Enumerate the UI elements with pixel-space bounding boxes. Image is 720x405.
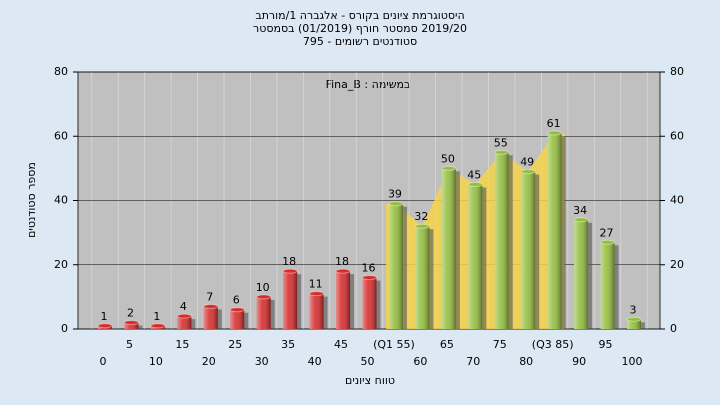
bar-shade	[177, 316, 192, 329]
bar-shade	[388, 203, 403, 329]
x-tick-label: 90	[572, 355, 586, 368]
value-label: 1	[153, 310, 160, 323]
x-tick-label: 50	[361, 355, 375, 368]
y-tick-label: 20	[54, 258, 68, 271]
x-axis-label: טווח ציונים	[345, 374, 395, 387]
x-tick-label: 0	[100, 355, 107, 368]
y2-tick-label: 40	[670, 194, 684, 207]
value-label: 34	[573, 204, 587, 217]
x-tick-label: 60	[413, 355, 427, 368]
y-tick-label: 40	[54, 194, 68, 207]
y2-tick-label: 0	[670, 322, 677, 335]
value-label: 45	[467, 168, 481, 181]
annotation: במשימה : Fina_B	[326, 78, 411, 91]
value-label: 49	[520, 156, 534, 169]
bar-cap	[335, 268, 351, 274]
value-label: 61	[547, 117, 561, 130]
bar-cap	[150, 323, 166, 329]
value-label: 2	[127, 307, 134, 320]
x-tick-label: 25	[228, 338, 242, 351]
bar-cap	[414, 223, 430, 229]
subtitle: 2019/20 סמסטר חורף (01/2019) בסמסטר	[253, 22, 467, 35]
bar-cap	[97, 323, 113, 329]
value-label: 4	[180, 300, 187, 313]
x-tick-label: 80	[519, 355, 533, 368]
x-tick-label: 95	[599, 338, 613, 351]
bar-shade	[230, 309, 245, 329]
value-label: 18	[335, 255, 349, 268]
bar-shade	[362, 277, 377, 329]
y-tick-label: 0	[61, 322, 68, 335]
bar-cap	[256, 294, 272, 300]
value-label: 7	[206, 291, 213, 304]
chart-title: היסטוגרמת ציונים בקורס - אלגברה 1/מורתב	[255, 9, 464, 22]
bar-shade	[256, 296, 271, 329]
bar-shade	[309, 293, 324, 329]
value-label: 50	[441, 152, 455, 165]
bar-cap	[388, 201, 404, 207]
x-tick-label: 45	[334, 338, 348, 351]
x-tick-label: 100	[622, 355, 643, 368]
bar-shade	[468, 184, 483, 329]
bar-cap	[309, 291, 325, 297]
x-tick-label: 70	[466, 355, 480, 368]
bar-shade	[336, 271, 351, 329]
x-tick-label: 40	[308, 355, 322, 368]
bar-shade	[627, 319, 641, 329]
value-label: 6	[233, 294, 240, 307]
bar-shade	[283, 271, 298, 329]
x-tick-label: (Q3 85)	[532, 338, 574, 351]
bar-cap	[494, 149, 510, 155]
value-label: 39	[388, 188, 402, 201]
bar-shade	[521, 171, 536, 329]
y2-tick-label: 20	[670, 258, 684, 271]
value-label: 18	[282, 255, 296, 268]
value-label: 27	[600, 226, 614, 239]
x-tick-label: 5	[126, 338, 133, 351]
bar-cap	[600, 239, 616, 245]
x-tick-label: 10	[149, 355, 163, 368]
bar-shade	[600, 242, 615, 329]
bar-cap	[362, 275, 377, 281]
bar-cap	[547, 130, 563, 136]
subtitle: סטודנטים רשומים - 795	[303, 35, 417, 48]
value-label: 16	[362, 262, 376, 275]
bar-shade	[494, 152, 509, 329]
value-label: 1	[101, 310, 108, 323]
bar-cap	[203, 304, 219, 310]
bar-shade	[441, 168, 456, 329]
bar-cap	[467, 181, 483, 187]
bar-cap	[626, 316, 642, 322]
value-label: 11	[309, 278, 323, 291]
y-axis-label: מספר סטודנטים	[25, 162, 38, 238]
y2-tick-label: 80	[670, 65, 684, 78]
x-tick-label: 35	[281, 338, 295, 351]
bar-shade	[547, 133, 562, 329]
bar-shade	[415, 226, 430, 329]
bar-cap	[282, 268, 298, 274]
x-tick-label: 20	[202, 355, 216, 368]
bar-cap	[520, 169, 536, 175]
value-label: 3	[630, 303, 637, 316]
value-label: 10	[256, 281, 270, 294]
bar-cap	[229, 307, 245, 313]
bar-cap	[573, 217, 589, 223]
value-label: 55	[494, 136, 508, 149]
x-tick-label: 75	[493, 338, 507, 351]
bar-cap	[441, 165, 457, 171]
x-tick-label: 30	[255, 355, 269, 368]
y-tick-label: 80	[54, 65, 68, 78]
y2-tick-label: 60	[670, 129, 684, 142]
x-tick-label: 15	[175, 338, 189, 351]
y-tick-label: 60	[54, 129, 68, 142]
bar-shade	[124, 322, 139, 329]
value-label: 32	[414, 210, 428, 223]
x-tick-label: (Q1 55)	[373, 338, 415, 351]
bar-shade	[574, 219, 589, 329]
x-tick-label: 65	[440, 338, 454, 351]
bar-cap	[176, 313, 192, 319]
bar-cap	[123, 320, 139, 326]
bar-shade	[203, 306, 218, 329]
